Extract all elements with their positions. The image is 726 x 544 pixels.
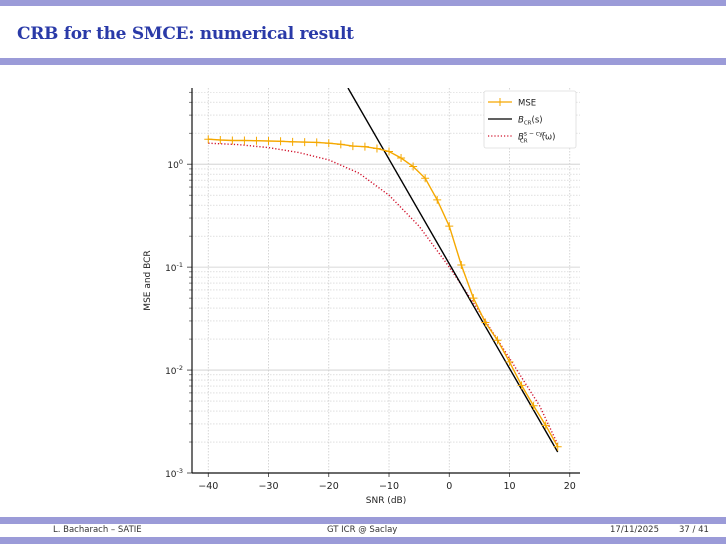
mse-marker — [312, 138, 321, 147]
title-underline-band — [0, 58, 726, 65]
mse-marker — [288, 137, 297, 146]
mse-marker — [240, 136, 249, 145]
mse-marker — [397, 153, 406, 162]
legend-box — [483, 90, 577, 149]
y-tick-label: 100 — [167, 158, 183, 171]
x-tick-label: 10 — [503, 481, 515, 492]
mse-marker — [385, 147, 394, 156]
mse-marker — [264, 137, 273, 146]
x-tick-label: 0 — [446, 481, 452, 492]
mse-marker — [541, 421, 550, 430]
mse-marker — [300, 138, 309, 147]
footer-event: GT ICR @ Saclay — [327, 525, 398, 535]
x-tick-label: −20 — [319, 481, 339, 492]
mse-marker — [216, 135, 225, 144]
x-tick-label: −10 — [379, 481, 399, 492]
legend-label-2: Bs − cyc CR (ω) — [518, 131, 555, 145]
footer-page[interactable]: 37 / 41 — [679, 525, 709, 535]
plot-area — [204, 88, 562, 453]
mse-marker — [348, 142, 357, 151]
legend-label-1: BCR(s) — [518, 116, 543, 127]
mse-marker — [228, 136, 237, 145]
mse-marker — [493, 336, 502, 345]
mse-marker — [372, 144, 381, 153]
footer-date: 17/11/2025 — [610, 525, 659, 535]
mse-marker — [421, 174, 430, 183]
mse-marker — [276, 137, 285, 146]
mse-marker — [517, 381, 526, 390]
mse-marker — [204, 135, 213, 144]
legend: MSE BCR(s) Bs − cyc CR (ω) — [483, 90, 577, 149]
series-line-1 — [347, 88, 559, 453]
mse-marker — [553, 442, 562, 451]
y-axis-label: MSE and BCR — [143, 250, 153, 310]
footer-author: L. Bacharach – SATIE — [53, 525, 142, 535]
y-tick-label: 10-1 — [165, 261, 183, 274]
mse-marker — [469, 294, 478, 303]
y-tick-label: 10-3 — [165, 467, 183, 480]
slide-title: CRB for the SMCE: numerical result — [17, 24, 354, 44]
mse-marker — [324, 139, 333, 148]
mse-marker — [360, 142, 369, 151]
legend-marker — [496, 98, 504, 106]
mse-marker — [252, 136, 261, 145]
mse-marker — [445, 222, 454, 231]
mse-marker — [505, 357, 514, 366]
x-tick-label: 20 — [564, 481, 576, 492]
mse-marker — [336, 140, 345, 149]
footer-band-bottom — [0, 537, 726, 544]
footer: L. Bacharach – SATIE GT ICR @ Saclay 17/… — [0, 524, 726, 537]
mse-marker — [481, 318, 490, 327]
footer-band-top — [0, 517, 726, 524]
mse-marker — [433, 195, 442, 204]
x-tick-label: −40 — [198, 481, 218, 492]
series-line-0 — [208, 138, 559, 448]
chart: 10-3 10-2 10-1 100 −40 −30 −20 −10 0 10 20 SNR (dB)… — [143, 88, 580, 506]
y-tick-label: 10-2 — [165, 364, 183, 377]
series-line-2 — [208, 142, 559, 445]
mse-marker — [457, 260, 466, 269]
mse-marker — [529, 401, 538, 410]
x-axis-label: SNR (dB) — [366, 496, 406, 506]
top-band — [0, 0, 726, 6]
legend-label-0: MSE — [518, 99, 536, 109]
x-tick-label: −30 — [258, 481, 278, 492]
mse-marker — [409, 162, 418, 171]
